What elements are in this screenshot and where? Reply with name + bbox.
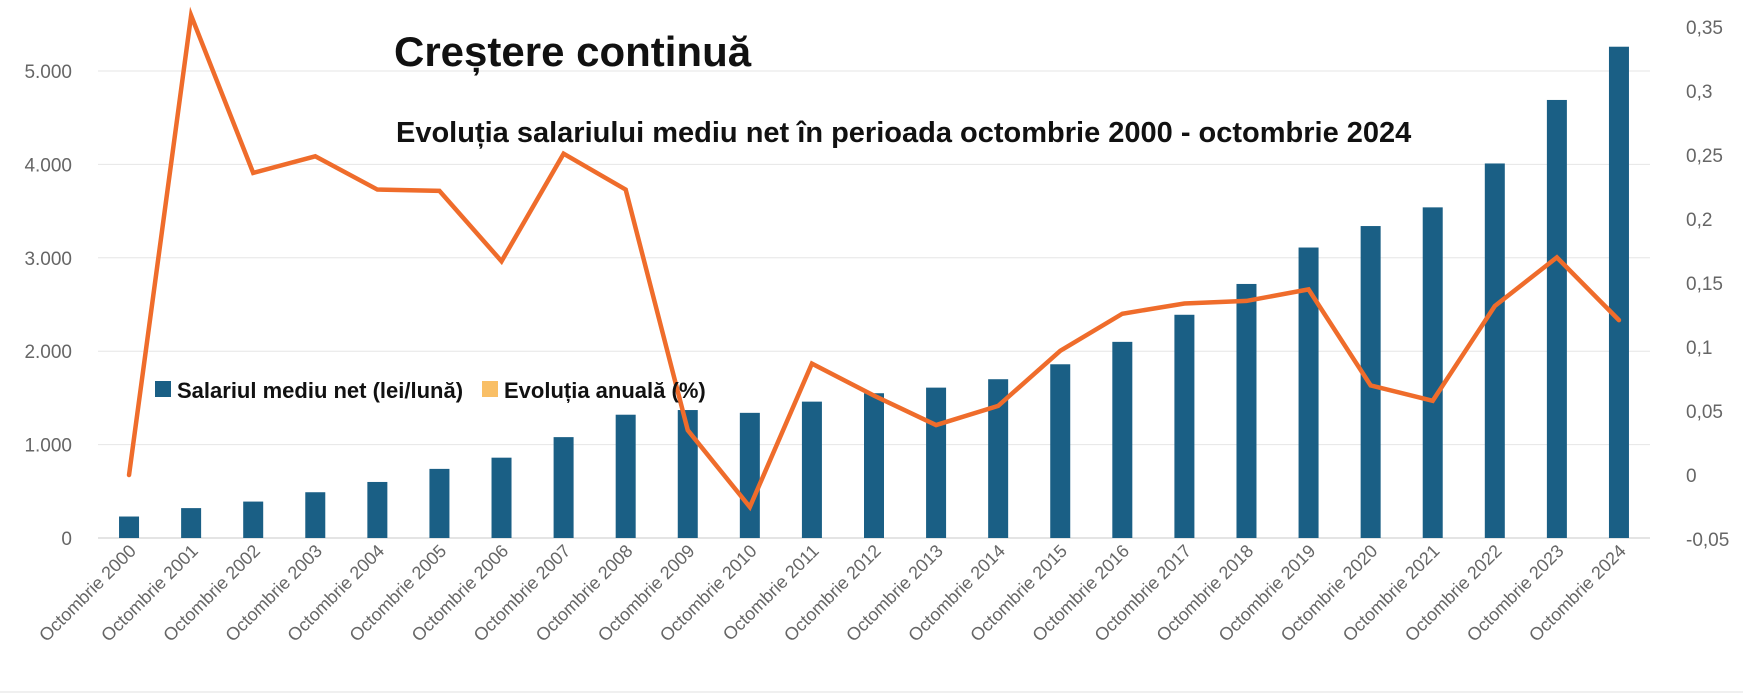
bar (1484, 163, 1505, 538)
bar (1422, 207, 1443, 538)
legend: Salariul mediu net (lei/lună) Evoluția a… (155, 378, 706, 403)
gridlines (0, 70, 1743, 693)
left-tick-label: 3.000 (24, 249, 72, 270)
right-tick-label: 0,35 (1686, 18, 1723, 39)
bar (553, 437, 574, 538)
left-tick-label: 2.000 (24, 342, 72, 363)
bar (243, 501, 264, 538)
right-tick-label: -0,05 (1686, 530, 1729, 551)
chart-subtitle: Evoluția salariului mediu net în perioad… (396, 117, 1411, 149)
bar (864, 393, 884, 538)
chart-title: Creștere continuă (394, 28, 752, 76)
bar (615, 414, 636, 538)
bar (1236, 283, 1257, 538)
bar (119, 516, 140, 538)
bar (181, 508, 202, 538)
bar (305, 492, 326, 538)
right-tick-label: 0 (1686, 466, 1697, 487)
bar (1608, 46, 1629, 538)
bar (429, 468, 450, 538)
right-tick-label: 0,1 (1686, 338, 1712, 359)
bar (677, 410, 698, 538)
bar (367, 481, 388, 538)
right-tick-label: 0,25 (1686, 146, 1723, 167)
legend-swatch-salariu (155, 381, 171, 397)
left-tick-label: 4.000 (24, 155, 72, 176)
right-tick-label: 0,3 (1686, 82, 1712, 103)
right-tick-label: 0,05 (1686, 402, 1723, 423)
legend-swatch-evolutie (482, 381, 498, 397)
left-tick-label: 0 (61, 529, 72, 550)
bar (926, 387, 947, 538)
right-axis-ticks: -0,05 0 0,05 0,1 0,15 0,2 0,25 0,3 0,35 (1686, 18, 1729, 551)
right-tick-label: 0,2 (1686, 210, 1712, 231)
line-series (126, 6, 1622, 512)
bar-series (119, 46, 1629, 538)
bar (739, 412, 760, 538)
legend-label-salariu: Salariul mediu net (lei/lună) (177, 378, 463, 403)
bar (1112, 341, 1133, 538)
left-tick-label: 5.000 (24, 62, 72, 83)
left-axis-ticks: 0 1.000 2.000 3.000 4.000 5.000 (24, 62, 72, 550)
bar (1174, 314, 1195, 538)
bar (1050, 364, 1071, 538)
bar (491, 457, 512, 538)
bar (801, 401, 822, 538)
bar (988, 379, 1009, 538)
bar (1546, 99, 1567, 538)
left-tick-label: 1.000 (24, 436, 72, 457)
right-tick-label: 0,15 (1686, 274, 1723, 295)
bar (1298, 247, 1319, 538)
legend-label-evolutie: Evoluția anuală (%) (504, 378, 706, 403)
